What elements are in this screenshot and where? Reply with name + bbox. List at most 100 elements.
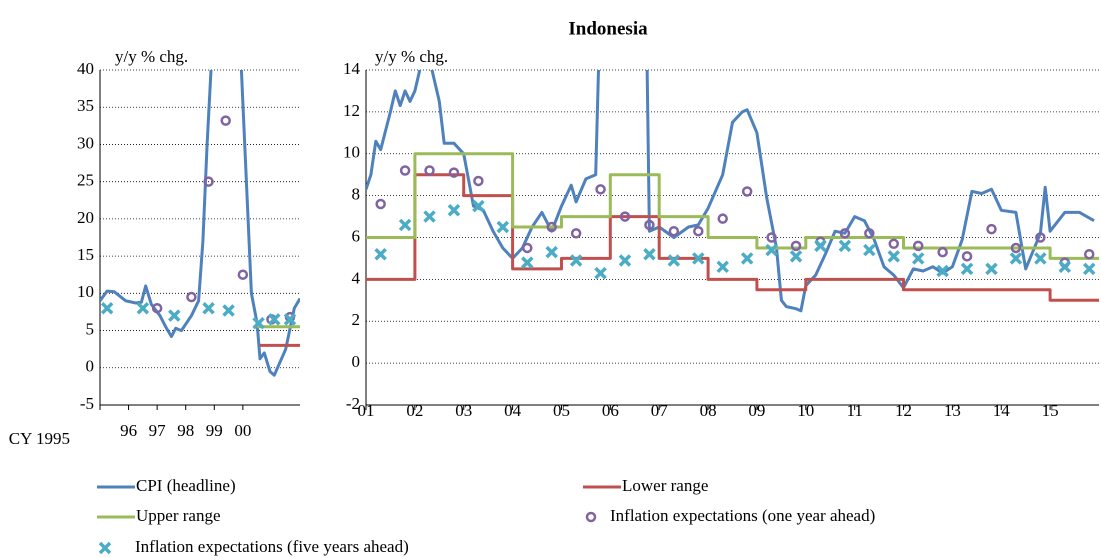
marker-circle [888, 238, 900, 250]
y-tick-label: 12 [343, 101, 360, 120]
x-tick-label: 04 [504, 401, 522, 420]
legend-label: Lower range [622, 476, 708, 495]
y-tick-label: 15 [77, 245, 94, 264]
series-line [366, 70, 1095, 313]
marker-circle [741, 186, 753, 197]
marker-circle [448, 167, 460, 178]
plot-area [366, 70, 1099, 313]
marker-x [692, 252, 705, 265]
marker-x [202, 301, 215, 315]
x-tick-label: 06 [602, 401, 619, 420]
x-tick-label: 96 [120, 421, 137, 440]
marker-x [447, 204, 461, 217]
y-tick-label: 25 [77, 171, 94, 190]
x-tick-label: 11 [846, 401, 862, 420]
marker-circle [937, 246, 948, 258]
marker-x [863, 243, 876, 257]
y-tick-label: 0 [86, 357, 95, 376]
marker-x [136, 301, 150, 315]
x-tick-label: 15 [1042, 401, 1059, 420]
marker-x [985, 262, 998, 276]
marker-circle [1035, 232, 1046, 243]
y-tick-label: 14 [343, 59, 361, 78]
marker-x [667, 254, 681, 267]
marker-x [472, 199, 485, 213]
marker-circle [619, 211, 631, 222]
marker-circle [961, 251, 973, 262]
chart-title: Indonesia [568, 18, 648, 39]
marker-circle [570, 228, 582, 239]
marker-x [100, 301, 114, 315]
y-tick-label: 30 [77, 133, 94, 152]
marker-circle [912, 240, 924, 252]
marker-x [960, 262, 974, 276]
marker-circle [644, 219, 655, 231]
marker-circle [473, 175, 484, 187]
marker-x [222, 304, 235, 317]
plot-area [100, 70, 300, 377]
y-tick-label: 5 [86, 319, 95, 338]
marker-circle [522, 242, 533, 254]
marker-x [423, 210, 436, 223]
x-tick-label: 10 [797, 401, 814, 420]
marker-x [168, 309, 181, 322]
x-tick-label: 13 [944, 401, 961, 420]
marker-x [268, 313, 281, 326]
marker-circle [766, 232, 777, 243]
y-tick-label: 2 [352, 310, 361, 329]
marker-x [911, 252, 925, 265]
marker-x [814, 239, 827, 253]
marker-x [398, 218, 412, 232]
x-tick-label: CY 1995 [9, 429, 70, 448]
marker-circle [546, 221, 557, 233]
marker-circle [1083, 249, 1095, 260]
y-axis-label: y/y % chg. [115, 47, 188, 66]
marker-x [838, 239, 852, 253]
x-tick-label: 00 [234, 421, 251, 440]
legend-label: CPI (headline) [136, 476, 236, 495]
marker-x [545, 245, 558, 259]
marker-x [594, 266, 607, 280]
x-tick-label: 97 [149, 421, 167, 440]
marker-circle [986, 223, 997, 235]
y-tick-label: 35 [77, 96, 94, 115]
marker-x [569, 254, 583, 267]
legend-swatch [585, 511, 597, 523]
legend-label: Inflation expectations (one year ahead) [610, 506, 875, 525]
marker-x [1009, 252, 1023, 265]
x-tick-label: 02 [406, 401, 423, 420]
x-tick-label: 98 [177, 421, 194, 440]
marker-circle [237, 269, 249, 280]
x-tick-label: 03 [455, 401, 472, 420]
x-tick-label: 99 [206, 421, 223, 440]
marker-circle [693, 225, 704, 237]
legend-label: Inflation expectations (five years ahead… [135, 537, 409, 556]
marker-circle [1010, 242, 1022, 254]
y-tick-label: -5 [80, 394, 94, 413]
series-line [100, 70, 300, 377]
x-tick-label: 08 [700, 401, 717, 420]
y-axis-label: y/y % chg. [375, 47, 448, 66]
marker-x [716, 260, 729, 274]
marker-circle [151, 302, 163, 314]
legend-swatch [98, 541, 112, 555]
marker-x [252, 316, 265, 330]
y-tick-label: 40 [77, 59, 94, 78]
y-tick-label: 8 [352, 185, 361, 204]
x-tick-label: 07 [651, 401, 669, 420]
marker-x [1082, 262, 1096, 276]
marker-x [765, 243, 778, 257]
x-tick-label: 01 [358, 401, 375, 420]
marker-circle [790, 240, 802, 252]
marker-x [1034, 252, 1047, 265]
x-tick-label: 14 [993, 401, 1011, 420]
marker-x [887, 250, 900, 263]
marker-x [374, 248, 387, 261]
y-tick-label: 20 [77, 208, 94, 227]
marker-circle [717, 213, 728, 224]
marker-circle [220, 115, 231, 126]
y-tick-label: 4 [352, 268, 361, 287]
y-tick-label: 10 [77, 282, 94, 301]
legend-label: Upper range [136, 506, 221, 525]
